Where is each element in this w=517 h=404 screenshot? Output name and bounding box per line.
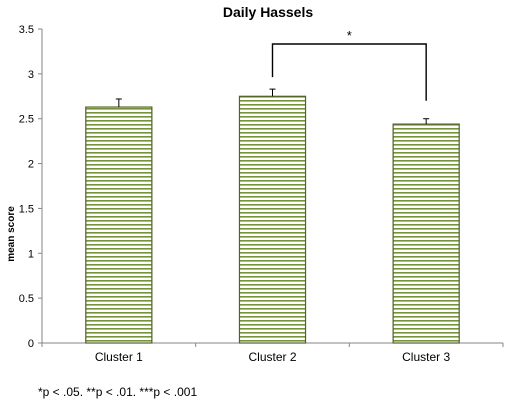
y-tick-label: 1.5 — [19, 203, 34, 215]
chart-title: Daily Hassels — [223, 4, 313, 20]
significance-label: * — [347, 28, 352, 43]
significance-bracket — [271, 43, 427, 101]
y-tick-label: 2 — [28, 159, 34, 171]
bar — [238, 95, 307, 344]
y-axis-label: mean score — [6, 206, 17, 262]
bar — [392, 123, 460, 344]
y-tick-label: 3 — [28, 69, 34, 81]
bar — [85, 106, 153, 344]
x-tick-label: Cluster 2 — [248, 350, 296, 364]
x-tick-label: Cluster 3 — [402, 350, 450, 364]
y-tick-label: 1 — [28, 248, 34, 260]
x-tick-label: Cluster 1 — [95, 350, 143, 364]
y-tick-label: 3.5 — [19, 24, 34, 36]
y-tick-label: 0.5 — [19, 293, 34, 305]
y-tick-label: 2.5 — [19, 114, 34, 126]
footnote: *p < .05. **p < .01. ***p < .001 — [38, 385, 197, 399]
y-tick-label: 0 — [28, 338, 34, 350]
